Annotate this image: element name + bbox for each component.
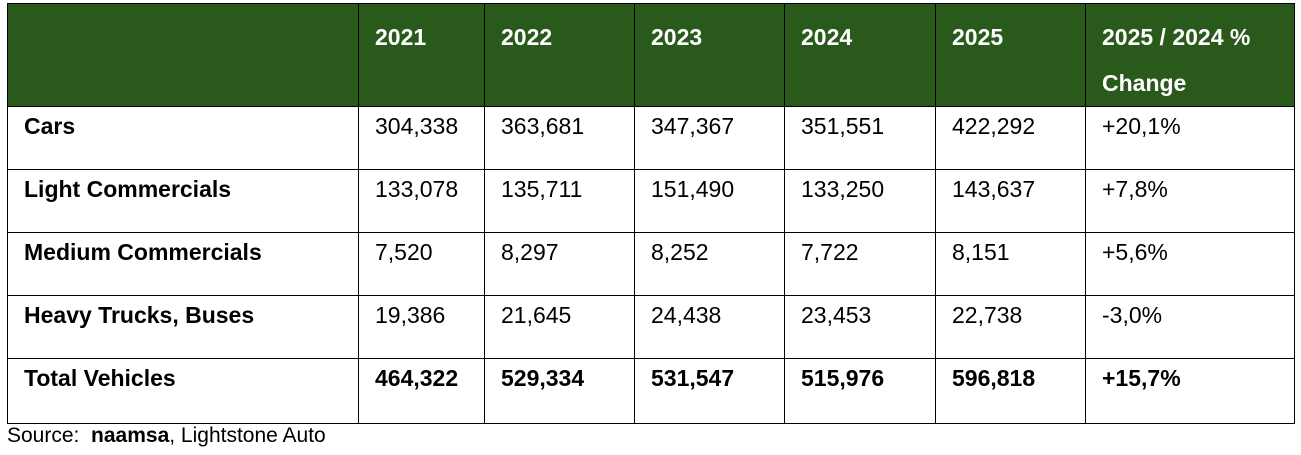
table-row: Cars 304,338 363,681 347,367 351,551 422… [7,106,1295,170]
row-label: Cars [7,106,359,170]
cell-value: 363,681 [484,106,635,170]
cell-value: 133,078 [358,169,485,233]
row-label: Medium Commercials [7,232,359,296]
cell-value: 8,151 [935,232,1086,296]
row-label: Heavy Trucks, Buses [7,295,359,359]
cell-change: +15,7% [1085,358,1295,424]
table-row: Heavy Trucks, Buses 19,386 21,645 24,438… [7,295,1295,359]
total-row: Total Vehicles 464,322 529,334 531,547 5… [7,358,1295,424]
cell-value: 19,386 [358,295,485,359]
cell-value: 422,292 [935,106,1086,170]
source-prefix: Source: [7,424,80,447]
cell-value: 596,818 [935,358,1086,424]
cell-value: 464,322 [358,358,485,424]
cell-value: 8,252 [634,232,785,296]
cell-value: 347,367 [634,106,785,170]
header-year: 2022 [484,3,635,107]
cell-change: +5,6% [1085,232,1295,296]
cell-value: 531,547 [634,358,785,424]
table-row: Light Commercials 133,078 135,711 151,49… [7,169,1295,233]
cell-value: 8,297 [484,232,635,296]
header-year: 2025 [935,3,1086,107]
cell-value: 304,338 [358,106,485,170]
cell-value: 529,334 [484,358,635,424]
cell-value: 351,551 [784,106,936,170]
cell-value: 7,722 [784,232,936,296]
header-year: 2024 [784,3,936,107]
cell-change: -3,0% [1085,295,1295,359]
cell-value: 23,453 [784,295,936,359]
table-row: Medium Commercials 7,520 8,297 8,252 7,7… [7,232,1295,296]
cell-change: +7,8% [1085,169,1295,233]
cell-value: 151,490 [634,169,785,233]
cell-value: 143,637 [935,169,1086,233]
header-change: 2025 / 2024 % Change [1085,3,1295,107]
header-row: 2021 2022 2023 2024 2025 2025 / 2024 % Ch… [7,3,1295,107]
header-corner [7,3,359,107]
cell-value: 24,438 [634,295,785,359]
cell-value: 515,976 [784,358,936,424]
cell-value: 7,520 [358,232,485,296]
header-year: 2023 [634,3,785,107]
header-year: 2021 [358,3,485,107]
source-rest: , Lightstone Auto [169,424,326,447]
row-label: Total Vehicles [7,358,359,424]
source-note: Source: naamsa, Lightstone Auto [7,423,326,449]
header-change-line1: 2025 / 2024 % [1102,24,1251,50]
cell-value: 22,738 [935,295,1086,359]
source-org: naamsa [91,424,170,447]
cell-value: 133,250 [784,169,936,233]
cell-value: 135,711 [484,169,635,233]
row-label: Light Commercials [7,169,359,233]
vehicle-sales-table: 2021 2022 2023 2024 2025 2025 / 2024 % Ch… [7,3,1295,424]
cell-change: +20,1% [1085,106,1295,170]
header-change-line2: Change [1102,70,1187,96]
cell-value: 21,645 [484,295,635,359]
